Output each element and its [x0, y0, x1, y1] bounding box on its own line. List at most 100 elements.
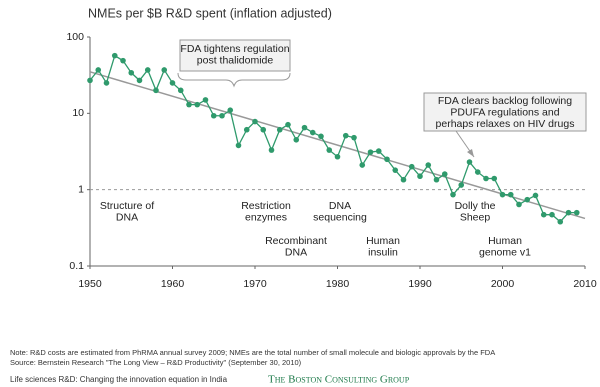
- annotation-box: [423, 92, 587, 132]
- data-point: [342, 132, 349, 139]
- brace: [177, 72, 291, 88]
- source: Source: Bernstein Research "The Long Vie…: [10, 358, 302, 367]
- event-label-line: Sheep: [460, 211, 491, 223]
- y-tick-label: 1: [78, 183, 84, 195]
- data-point: [95, 67, 102, 73]
- x-tick-label: 1990: [408, 278, 432, 290]
- data-point: [532, 192, 539, 199]
- x-tick-label: 1980: [326, 278, 350, 290]
- report-title: Life sciences R&D: Changing the innovati…: [10, 375, 228, 384]
- data-point: [161, 67, 168, 73]
- data-point: [309, 129, 316, 136]
- event-label-line: sequencing: [313, 211, 367, 223]
- data-point: [474, 169, 481, 175]
- event-label-line: DNA: [329, 200, 351, 212]
- arrow-head: [467, 149, 474, 157]
- event-label: Human genome v1: [479, 235, 531, 259]
- data-point: [111, 52, 118, 59]
- data-point: [153, 87, 159, 94]
- data-point: [210, 112, 217, 119]
- data-point: [466, 159, 473, 165]
- y-tick-label: 0.1: [69, 260, 84, 272]
- event-label-line: Restriction: [241, 200, 291, 212]
- data-point: [87, 77, 93, 84]
- data-point: [433, 176, 440, 183]
- annotation-line: PDUFA regulations and: [450, 106, 559, 118]
- note: Note: R&D costs are estimated from PhRMA…: [10, 348, 495, 357]
- annotation-line: post thalidomide: [197, 54, 274, 66]
- annotation: FDA clears backlog following PDUFA regula…: [436, 95, 575, 130]
- data-point: [417, 173, 423, 180]
- data-point: [573, 209, 580, 216]
- data-point: [103, 80, 110, 86]
- event-label: Restriction enzymes: [241, 200, 291, 224]
- data-point: [260, 126, 267, 133]
- data-point: [483, 175, 489, 182]
- data-point: [202, 97, 209, 103]
- data-point: [351, 134, 357, 141]
- y-tick-label: 10: [72, 107, 84, 119]
- data-point: [252, 118, 258, 125]
- brand: The Boston Consulting Group: [268, 374, 410, 386]
- data-point: [243, 126, 250, 133]
- x-tick-label: 2010: [573, 278, 597, 290]
- event-label: Structure of DNA: [100, 200, 154, 224]
- data-point: [557, 218, 564, 225]
- x-tick-label: 2000: [491, 278, 515, 290]
- event-label: DNA sequencing: [313, 200, 367, 224]
- data-point: [227, 107, 234, 113]
- y-tick-label: 100: [66, 31, 84, 43]
- annotation-line: perhaps relaxes on HIV drugs: [436, 118, 575, 130]
- data-point: [186, 101, 192, 108]
- event-label-line: Human: [366, 235, 400, 247]
- annotation-line: FDA clears backlog following: [438, 95, 572, 107]
- event-label: Dolly the Sheep: [455, 200, 496, 224]
- x-tick-label: 1960: [161, 278, 185, 290]
- data-point: [128, 69, 135, 76]
- data-point: [285, 121, 291, 128]
- data-point: [565, 209, 572, 216]
- event-label: Recombinant DNA: [265, 235, 327, 259]
- event-label-line: DNA: [285, 246, 307, 258]
- x-tick-label: 1950: [78, 278, 102, 290]
- annotation: FDA tightens regulation post thalidomide: [180, 43, 289, 67]
- data-point: [268, 147, 275, 153]
- data-point: [507, 191, 514, 198]
- data-point: [392, 167, 399, 173]
- annotation-line: FDA tightens regulation: [180, 43, 289, 55]
- event-label-line: Recombinant: [265, 235, 327, 247]
- event-label-line: DNA: [116, 211, 138, 223]
- data-point: [326, 147, 333, 153]
- data-point: [120, 57, 126, 64]
- event-label-line: Human: [488, 235, 522, 247]
- data-point: [219, 112, 225, 119]
- data-point: [524, 196, 531, 203]
- data-point: [334, 153, 341, 160]
- data-point: [177, 87, 184, 94]
- data-point: [293, 137, 300, 143]
- event-label-line: Dolly the: [455, 200, 496, 212]
- event-label-line: insulin: [368, 246, 398, 258]
- data-point: [301, 124, 308, 131]
- data-point: [458, 182, 465, 188]
- data-point: [367, 149, 374, 155]
- data-point: [318, 133, 324, 140]
- data-point: [549, 211, 555, 218]
- data-point: [276, 126, 283, 133]
- data-point: [136, 77, 143, 84]
- data-point: [194, 101, 201, 108]
- data-point: [441, 171, 448, 177]
- data-point: [384, 156, 390, 163]
- event-label-line: Structure of: [100, 200, 154, 212]
- data-point: [425, 162, 432, 168]
- chart-title: NMEs per $B R&D spent (inflation adjuste…: [88, 6, 332, 20]
- data-point: [450, 191, 456, 198]
- data-point: [491, 175, 498, 182]
- data-point: [400, 176, 407, 183]
- data-point: [516, 201, 522, 208]
- data-point: [169, 80, 176, 86]
- data-point: [235, 142, 242, 149]
- data-point: [144, 67, 151, 73]
- annotation-box: [179, 39, 291, 72]
